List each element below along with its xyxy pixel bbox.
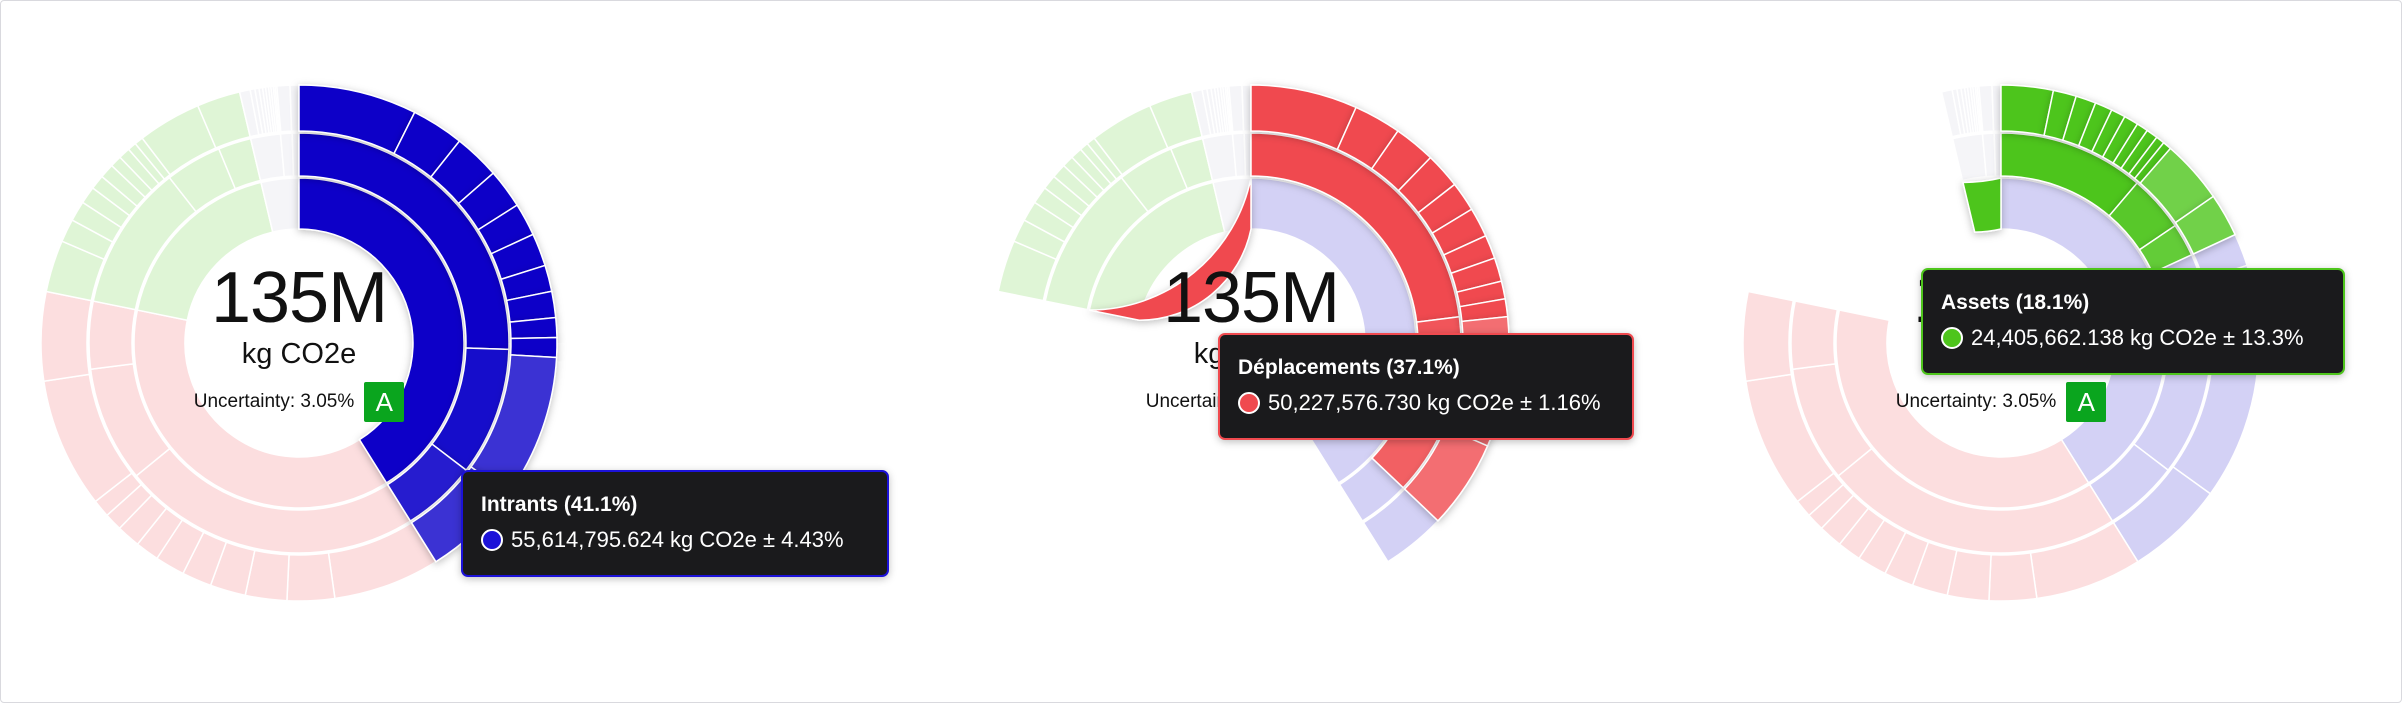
segment-other-mid-0[interactable]	[1951, 133, 1988, 182]
uncertainty-row: Uncertainty: 3.05% A	[139, 382, 459, 422]
tooltip-title: Déplacements (37.1%)	[1238, 356, 1460, 379]
segment-intrants-inner[interactable]	[298, 177, 465, 484]
segment-deplacements-outer-11[interactable]	[1742, 290, 1795, 383]
segment-deplacements-outer-11[interactable]	[1403, 426, 1489, 522]
sunburst-panel-deplacements: 135M kg CO2e Uncertainty: 3.05% A Déplac…	[800, 0, 1634, 703]
tooltip-value: 24,405,662.138 kg CO2e ± 13.3%	[1971, 325, 2304, 350]
series-color-dot	[481, 529, 503, 551]
uncertainty-label: Uncertainty: 3.05%	[1895, 391, 2057, 412]
series-color-dot	[1238, 392, 1260, 414]
tooltip-title: Assets (18.1%)	[1941, 291, 2090, 314]
segment-deplacements-outer-11[interactable]	[40, 290, 93, 383]
total-value: 135M	[210, 258, 388, 338]
segment-deplacements-outer-1[interactable]	[286, 552, 336, 602]
segment-deplacements-outer-1[interactable]	[1988, 552, 2038, 602]
tooltip-deplacements: Déplacements (37.1%) 50,227,576.730 kg C…	[1218, 333, 1634, 440]
segment-deplacements-inner[interactable]	[133, 309, 388, 509]
segment-assets-outer-11[interactable]	[2174, 195, 2237, 255]
uncertainty-label: Uncertainty: 3.05%	[193, 391, 355, 412]
series-color-dot	[1941, 327, 1963, 349]
uncertainty-row: Uncertainty: 3.05% A	[1841, 382, 2161, 422]
tooltip-value: 55,614,795.624 kg CO2e ± 4.43%	[511, 527, 844, 552]
sunburst-panel-assets: 135M kg CO2e Uncertainty: 3.05% A Assets…	[1600, 0, 2400, 703]
segment-other-mid-2[interactable]	[291, 132, 300, 177]
segment-other-outer-11[interactable]	[1991, 84, 2002, 132]
segment-other-outer-11[interactable]	[1241, 84, 1252, 132]
segment-other-outer-11[interactable]	[289, 84, 300, 132]
segment-intrants-outer-9[interactable]	[509, 336, 558, 359]
segment-deplacements-mid-2[interactable]	[1790, 300, 1839, 371]
total-unit: kg CO2e	[241, 338, 357, 370]
segment-deplacements-inner[interactable]	[1835, 309, 2090, 509]
segment-intrants-mid-2[interactable]	[386, 443, 468, 523]
segment-other-mid-2[interactable]	[1993, 132, 2002, 177]
total-value: 135M	[1162, 258, 1340, 338]
tooltip-value: 50,227,576.730 kg CO2e ± 1.16%	[1268, 390, 1601, 415]
tooltip-intrants: Intrants (41.1%) 55,614,795.624 kg CO2e …	[461, 470, 889, 577]
segment-other-mid-2[interactable]	[1243, 132, 1252, 177]
grade-badge: A	[2066, 382, 2107, 422]
segment-assets-inner[interactable]	[1962, 177, 2002, 233]
segment-deplacements-inner[interactable]	[1089, 177, 1252, 321]
segment-deplacements-mid-2[interactable]	[88, 300, 137, 371]
sunburst-panel-intrants: 135M kg CO2e Uncertainty: 3.05% A Intran…	[0, 0, 889, 703]
grade-badge: A	[364, 382, 405, 422]
segment-intrants-outer-8[interactable]	[509, 316, 558, 340]
tooltip-assets: Assets (18.1%) 24,405,662.138 kg CO2e ± …	[1921, 268, 2345, 375]
tooltip-title: Intrants (41.1%)	[481, 493, 638, 516]
sunburst-chart-intrants[interactable]	[0, 0, 800, 703]
